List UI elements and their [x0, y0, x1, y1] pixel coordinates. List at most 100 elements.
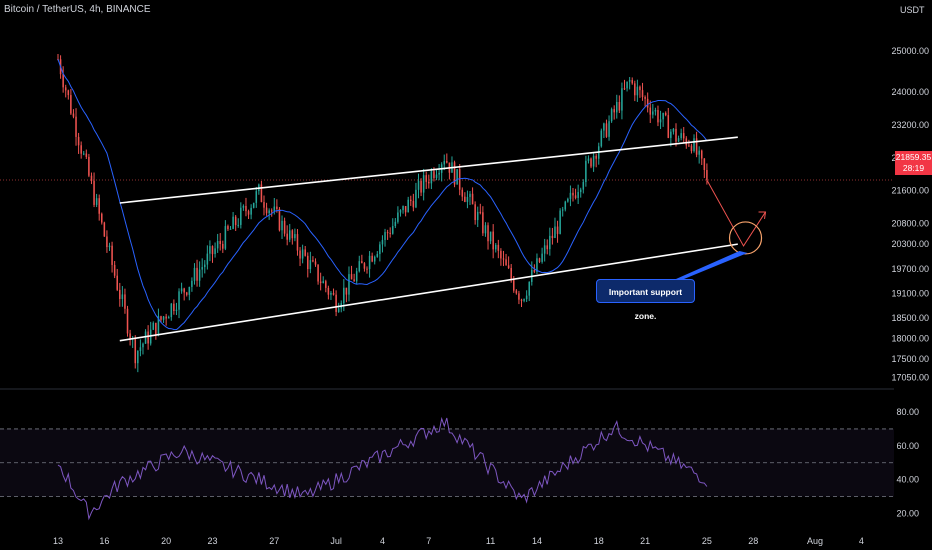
candle-body — [458, 169, 461, 190]
candle-body — [162, 316, 165, 320]
candle-body — [592, 155, 595, 167]
candle-body — [178, 291, 180, 310]
candle-body — [196, 267, 198, 281]
candle-body — [350, 274, 353, 280]
candle-body — [273, 206, 276, 212]
candle-body — [700, 150, 703, 159]
candle-body — [515, 290, 518, 294]
candlestick-series — [57, 54, 708, 373]
candle-body — [605, 123, 608, 137]
x-axis: 13 16 20 23 27 Jul 4 7 11 14 18 21 25 28 Aug 4 — [53, 536, 864, 546]
candle-body — [139, 347, 142, 351]
candle-body — [497, 244, 500, 251]
candle-body — [106, 236, 108, 248]
candle-body — [639, 86, 641, 91]
candle-body — [90, 175, 93, 181]
candle-body — [376, 254, 379, 257]
candle-body — [577, 192, 579, 198]
candle-body — [224, 226, 227, 249]
y-tick-label: 19700.00 — [891, 264, 929, 274]
candle-body — [680, 133, 682, 139]
candle-body — [631, 80, 633, 84]
bar-countdown: 28:19 — [902, 163, 925, 173]
x-tick-label: 18 — [594, 536, 604, 546]
candle-body — [67, 90, 70, 96]
candle-body — [64, 87, 67, 91]
candle-body — [670, 131, 672, 138]
channel-lower-line[interactable] — [119, 243, 738, 342]
candle-body — [319, 281, 322, 284]
candle-body — [417, 180, 420, 190]
candle-body — [420, 180, 422, 193]
candle-body — [407, 199, 409, 213]
candle-body — [80, 145, 82, 154]
candle-body — [487, 225, 489, 242]
candle-body — [137, 350, 139, 364]
candle-body — [95, 198, 98, 205]
candle-body — [613, 109, 615, 113]
y-tick-label: 21600.00 — [891, 186, 929, 196]
candle-body — [270, 210, 273, 212]
x-tick-label: 7 — [426, 536, 431, 546]
candle-body — [551, 235, 554, 239]
candle-body — [456, 169, 458, 185]
rsi-tick-label: 60.00 — [896, 441, 919, 451]
candle-body — [659, 119, 662, 123]
candle-body — [690, 145, 693, 152]
y-tick-label: 17050.00 — [891, 373, 929, 383]
channel-upper-line[interactable] — [119, 136, 738, 204]
candle-body — [556, 226, 559, 234]
y-tick-label: 23200.00 — [891, 120, 929, 130]
y-tick-label: 18000.00 — [891, 334, 929, 344]
candle-body — [391, 226, 394, 234]
candle-body — [237, 224, 240, 226]
candle-body — [433, 171, 435, 179]
candle-body — [492, 231, 494, 250]
candle-body — [281, 220, 283, 231]
candle-body — [536, 258, 538, 272]
candle-body — [144, 331, 147, 344]
candle-body — [252, 202, 255, 208]
candle-body — [549, 235, 551, 250]
candle-body — [489, 231, 492, 242]
candle-body — [322, 281, 324, 284]
candle-body — [88, 156, 90, 176]
candle-body — [327, 287, 330, 295]
candle-body — [425, 175, 427, 182]
candle-body — [603, 123, 605, 131]
callout-pointer — [676, 250, 748, 279]
candle-body — [294, 234, 296, 239]
candle-body — [446, 161, 448, 163]
candle-body — [600, 130, 603, 147]
candle-body — [482, 212, 484, 234]
candle-body — [646, 98, 649, 108]
candle-body — [644, 97, 646, 99]
candle-body — [688, 145, 690, 147]
candle-body — [590, 158, 592, 167]
candle-body — [567, 198, 569, 202]
candle-body — [693, 138, 695, 152]
candle-body — [299, 250, 301, 259]
rsi-series — [57, 416, 708, 521]
candle-body — [469, 193, 471, 197]
y-tick-label: 17500.00 — [891, 354, 929, 364]
candle-body — [211, 246, 214, 255]
candle-body — [72, 113, 75, 117]
candle-body — [335, 294, 337, 312]
rsi-tick-label: 20.00 — [896, 509, 919, 519]
candle-body — [191, 280, 193, 287]
candle-body — [286, 233, 288, 240]
candle-body — [564, 201, 567, 210]
candle-body — [345, 287, 348, 295]
candle-body — [361, 261, 363, 264]
candle-body — [636, 86, 639, 96]
candle-body — [165, 316, 167, 319]
candle-body — [430, 171, 433, 184]
candle-body — [317, 264, 319, 282]
candle-body — [518, 293, 520, 300]
candle-body — [634, 83, 636, 96]
x-tick-label: 23 — [207, 536, 217, 546]
candle-body — [649, 107, 652, 115]
x-tick-label: 21 — [640, 536, 650, 546]
